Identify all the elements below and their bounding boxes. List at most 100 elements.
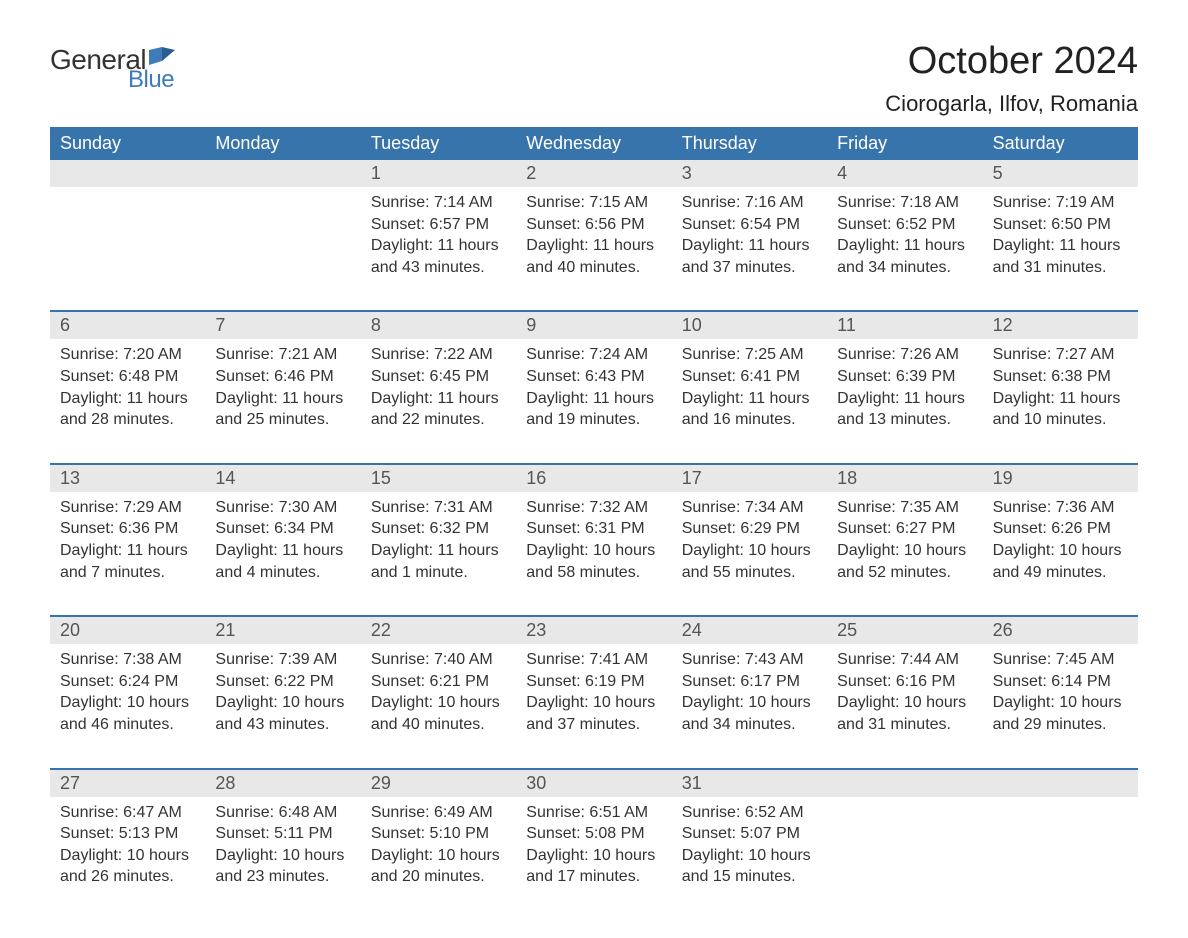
sunrise-text: Sunrise: 7:22 AM <box>371 344 506 366</box>
day-cell: Sunrise: 7:21 AMSunset: 6:46 PMDaylight:… <box>205 339 360 440</box>
day-cell <box>205 187 360 288</box>
day-number: 7 <box>205 312 360 339</box>
sunset-text: Sunset: 6:38 PM <box>993 366 1128 388</box>
day-number: 9 <box>516 312 671 339</box>
day-cell: Sunrise: 7:36 AMSunset: 6:26 PMDaylight:… <box>983 492 1138 593</box>
day-cell <box>827 797 982 898</box>
sunset-text: Sunset: 6:21 PM <box>371 671 506 693</box>
day-header: Saturday <box>983 127 1138 160</box>
day-number: 22 <box>361 617 516 644</box>
sunset-text: Sunset: 6:43 PM <box>526 366 661 388</box>
sunrise-text: Sunrise: 6:47 AM <box>60 802 195 824</box>
sunset-text: Sunset: 5:08 PM <box>526 823 661 845</box>
sunrise-text: Sunrise: 7:31 AM <box>371 497 506 519</box>
title-block: October 2024 Ciorogarla, Ilfov, Romania <box>885 40 1138 117</box>
daylight-text: Daylight: 11 hours and 7 minutes. <box>60 540 195 583</box>
day-number: 23 <box>516 617 671 644</box>
sunrise-text: Sunrise: 7:21 AM <box>215 344 350 366</box>
sunrise-text: Sunrise: 7:20 AM <box>60 344 195 366</box>
sunset-text: Sunset: 6:41 PM <box>682 366 817 388</box>
calendar-header-row: SundayMondayTuesdayWednesdayThursdayFrid… <box>50 127 1138 160</box>
sunset-text: Sunset: 6:22 PM <box>215 671 350 693</box>
day-number: 3 <box>672 160 827 187</box>
day-number-row: 13141516171819 <box>50 465 1138 492</box>
day-number: 11 <box>827 312 982 339</box>
sunrise-text: Sunrise: 7:44 AM <box>837 649 972 671</box>
sunset-text: Sunset: 5:11 PM <box>215 823 350 845</box>
day-number: 13 <box>50 465 205 492</box>
sunrise-text: Sunrise: 7:14 AM <box>371 192 506 214</box>
sunset-text: Sunset: 6:34 PM <box>215 518 350 540</box>
daylight-text: Daylight: 11 hours and 10 minutes. <box>993 388 1128 431</box>
daylight-text: Daylight: 10 hours and 52 minutes. <box>837 540 972 583</box>
day-header: Wednesday <box>516 127 671 160</box>
sunset-text: Sunset: 6:27 PM <box>837 518 972 540</box>
logo: General Blue <box>50 44 175 94</box>
sunset-text: Sunset: 5:07 PM <box>682 823 817 845</box>
sunrise-text: Sunrise: 7:27 AM <box>993 344 1128 366</box>
daylight-text: Daylight: 11 hours and 22 minutes. <box>371 388 506 431</box>
week: 6789101112Sunrise: 7:20 AMSunset: 6:48 P… <box>50 310 1138 440</box>
daylight-text: Daylight: 11 hours and 34 minutes. <box>837 235 972 278</box>
sunrise-text: Sunrise: 7:38 AM <box>60 649 195 671</box>
sunrise-text: Sunrise: 7:35 AM <box>837 497 972 519</box>
week: 2728293031Sunrise: 6:47 AMSunset: 5:13 P… <box>50 768 1138 898</box>
sunrise-text: Sunrise: 7:30 AM <box>215 497 350 519</box>
day-body-row: Sunrise: 7:38 AMSunset: 6:24 PMDaylight:… <box>50 644 1138 745</box>
sunrise-text: Sunrise: 7:43 AM <box>682 649 817 671</box>
sunset-text: Sunset: 6:52 PM <box>837 214 972 236</box>
day-number <box>983 770 1138 797</box>
week: 20212223242526Sunrise: 7:38 AMSunset: 6:… <box>50 615 1138 745</box>
day-number: 17 <box>672 465 827 492</box>
sunrise-text: Sunrise: 6:51 AM <box>526 802 661 824</box>
day-cell: Sunrise: 7:19 AMSunset: 6:50 PMDaylight:… <box>983 187 1138 288</box>
sunrise-text: Sunrise: 7:18 AM <box>837 192 972 214</box>
day-cell: Sunrise: 7:34 AMSunset: 6:29 PMDaylight:… <box>672 492 827 593</box>
daylight-text: Daylight: 11 hours and 16 minutes. <box>682 388 817 431</box>
logo-text-blue: Blue <box>128 66 174 94</box>
daylight-text: Daylight: 10 hours and 23 minutes. <box>215 845 350 888</box>
sunset-text: Sunset: 6:24 PM <box>60 671 195 693</box>
daylight-text: Daylight: 10 hours and 58 minutes. <box>526 540 661 583</box>
sunrise-text: Sunrise: 7:26 AM <box>837 344 972 366</box>
day-number: 29 <box>361 770 516 797</box>
sunset-text: Sunset: 6:31 PM <box>526 518 661 540</box>
sunrise-text: Sunrise: 6:48 AM <box>215 802 350 824</box>
day-cell: Sunrise: 6:48 AMSunset: 5:11 PMDaylight:… <box>205 797 360 898</box>
sunset-text: Sunset: 6:16 PM <box>837 671 972 693</box>
day-number-row: 2728293031 <box>50 770 1138 797</box>
day-number <box>205 160 360 187</box>
day-cell: Sunrise: 7:25 AMSunset: 6:41 PMDaylight:… <box>672 339 827 440</box>
sunrise-text: Sunrise: 6:49 AM <box>371 802 506 824</box>
daylight-text: Daylight: 11 hours and 28 minutes. <box>60 388 195 431</box>
day-body-row: Sunrise: 7:20 AMSunset: 6:48 PMDaylight:… <box>50 339 1138 440</box>
sunrise-text: Sunrise: 7:34 AM <box>682 497 817 519</box>
daylight-text: Daylight: 10 hours and 46 minutes. <box>60 692 195 735</box>
daylight-text: Daylight: 11 hours and 4 minutes. <box>215 540 350 583</box>
day-number: 8 <box>361 312 516 339</box>
sunset-text: Sunset: 6:39 PM <box>837 366 972 388</box>
day-header: Sunday <box>50 127 205 160</box>
sunrise-text: Sunrise: 7:36 AM <box>993 497 1128 519</box>
week: 12345Sunrise: 7:14 AMSunset: 6:57 PMDayl… <box>50 160 1138 288</box>
day-cell: Sunrise: 7:38 AMSunset: 6:24 PMDaylight:… <box>50 644 205 745</box>
day-cell: Sunrise: 7:32 AMSunset: 6:31 PMDaylight:… <box>516 492 671 593</box>
sunset-text: Sunset: 6:32 PM <box>371 518 506 540</box>
daylight-text: Daylight: 10 hours and 34 minutes. <box>682 692 817 735</box>
day-number <box>50 160 205 187</box>
day-cell: Sunrise: 7:35 AMSunset: 6:27 PMDaylight:… <box>827 492 982 593</box>
daylight-text: Daylight: 11 hours and 43 minutes. <box>371 235 506 278</box>
daylight-text: Daylight: 11 hours and 1 minute. <box>371 540 506 583</box>
day-number: 27 <box>50 770 205 797</box>
sunset-text: Sunset: 6:26 PM <box>993 518 1128 540</box>
day-number: 21 <box>205 617 360 644</box>
day-cell: Sunrise: 7:43 AMSunset: 6:17 PMDaylight:… <box>672 644 827 745</box>
day-header: Tuesday <box>361 127 516 160</box>
day-cell <box>50 187 205 288</box>
sunrise-text: Sunrise: 7:19 AM <box>993 192 1128 214</box>
day-number: 10 <box>672 312 827 339</box>
sunset-text: Sunset: 6:36 PM <box>60 518 195 540</box>
daylight-text: Daylight: 10 hours and 55 minutes. <box>682 540 817 583</box>
sunset-text: Sunset: 6:45 PM <box>371 366 506 388</box>
day-cell: Sunrise: 7:18 AMSunset: 6:52 PMDaylight:… <box>827 187 982 288</box>
